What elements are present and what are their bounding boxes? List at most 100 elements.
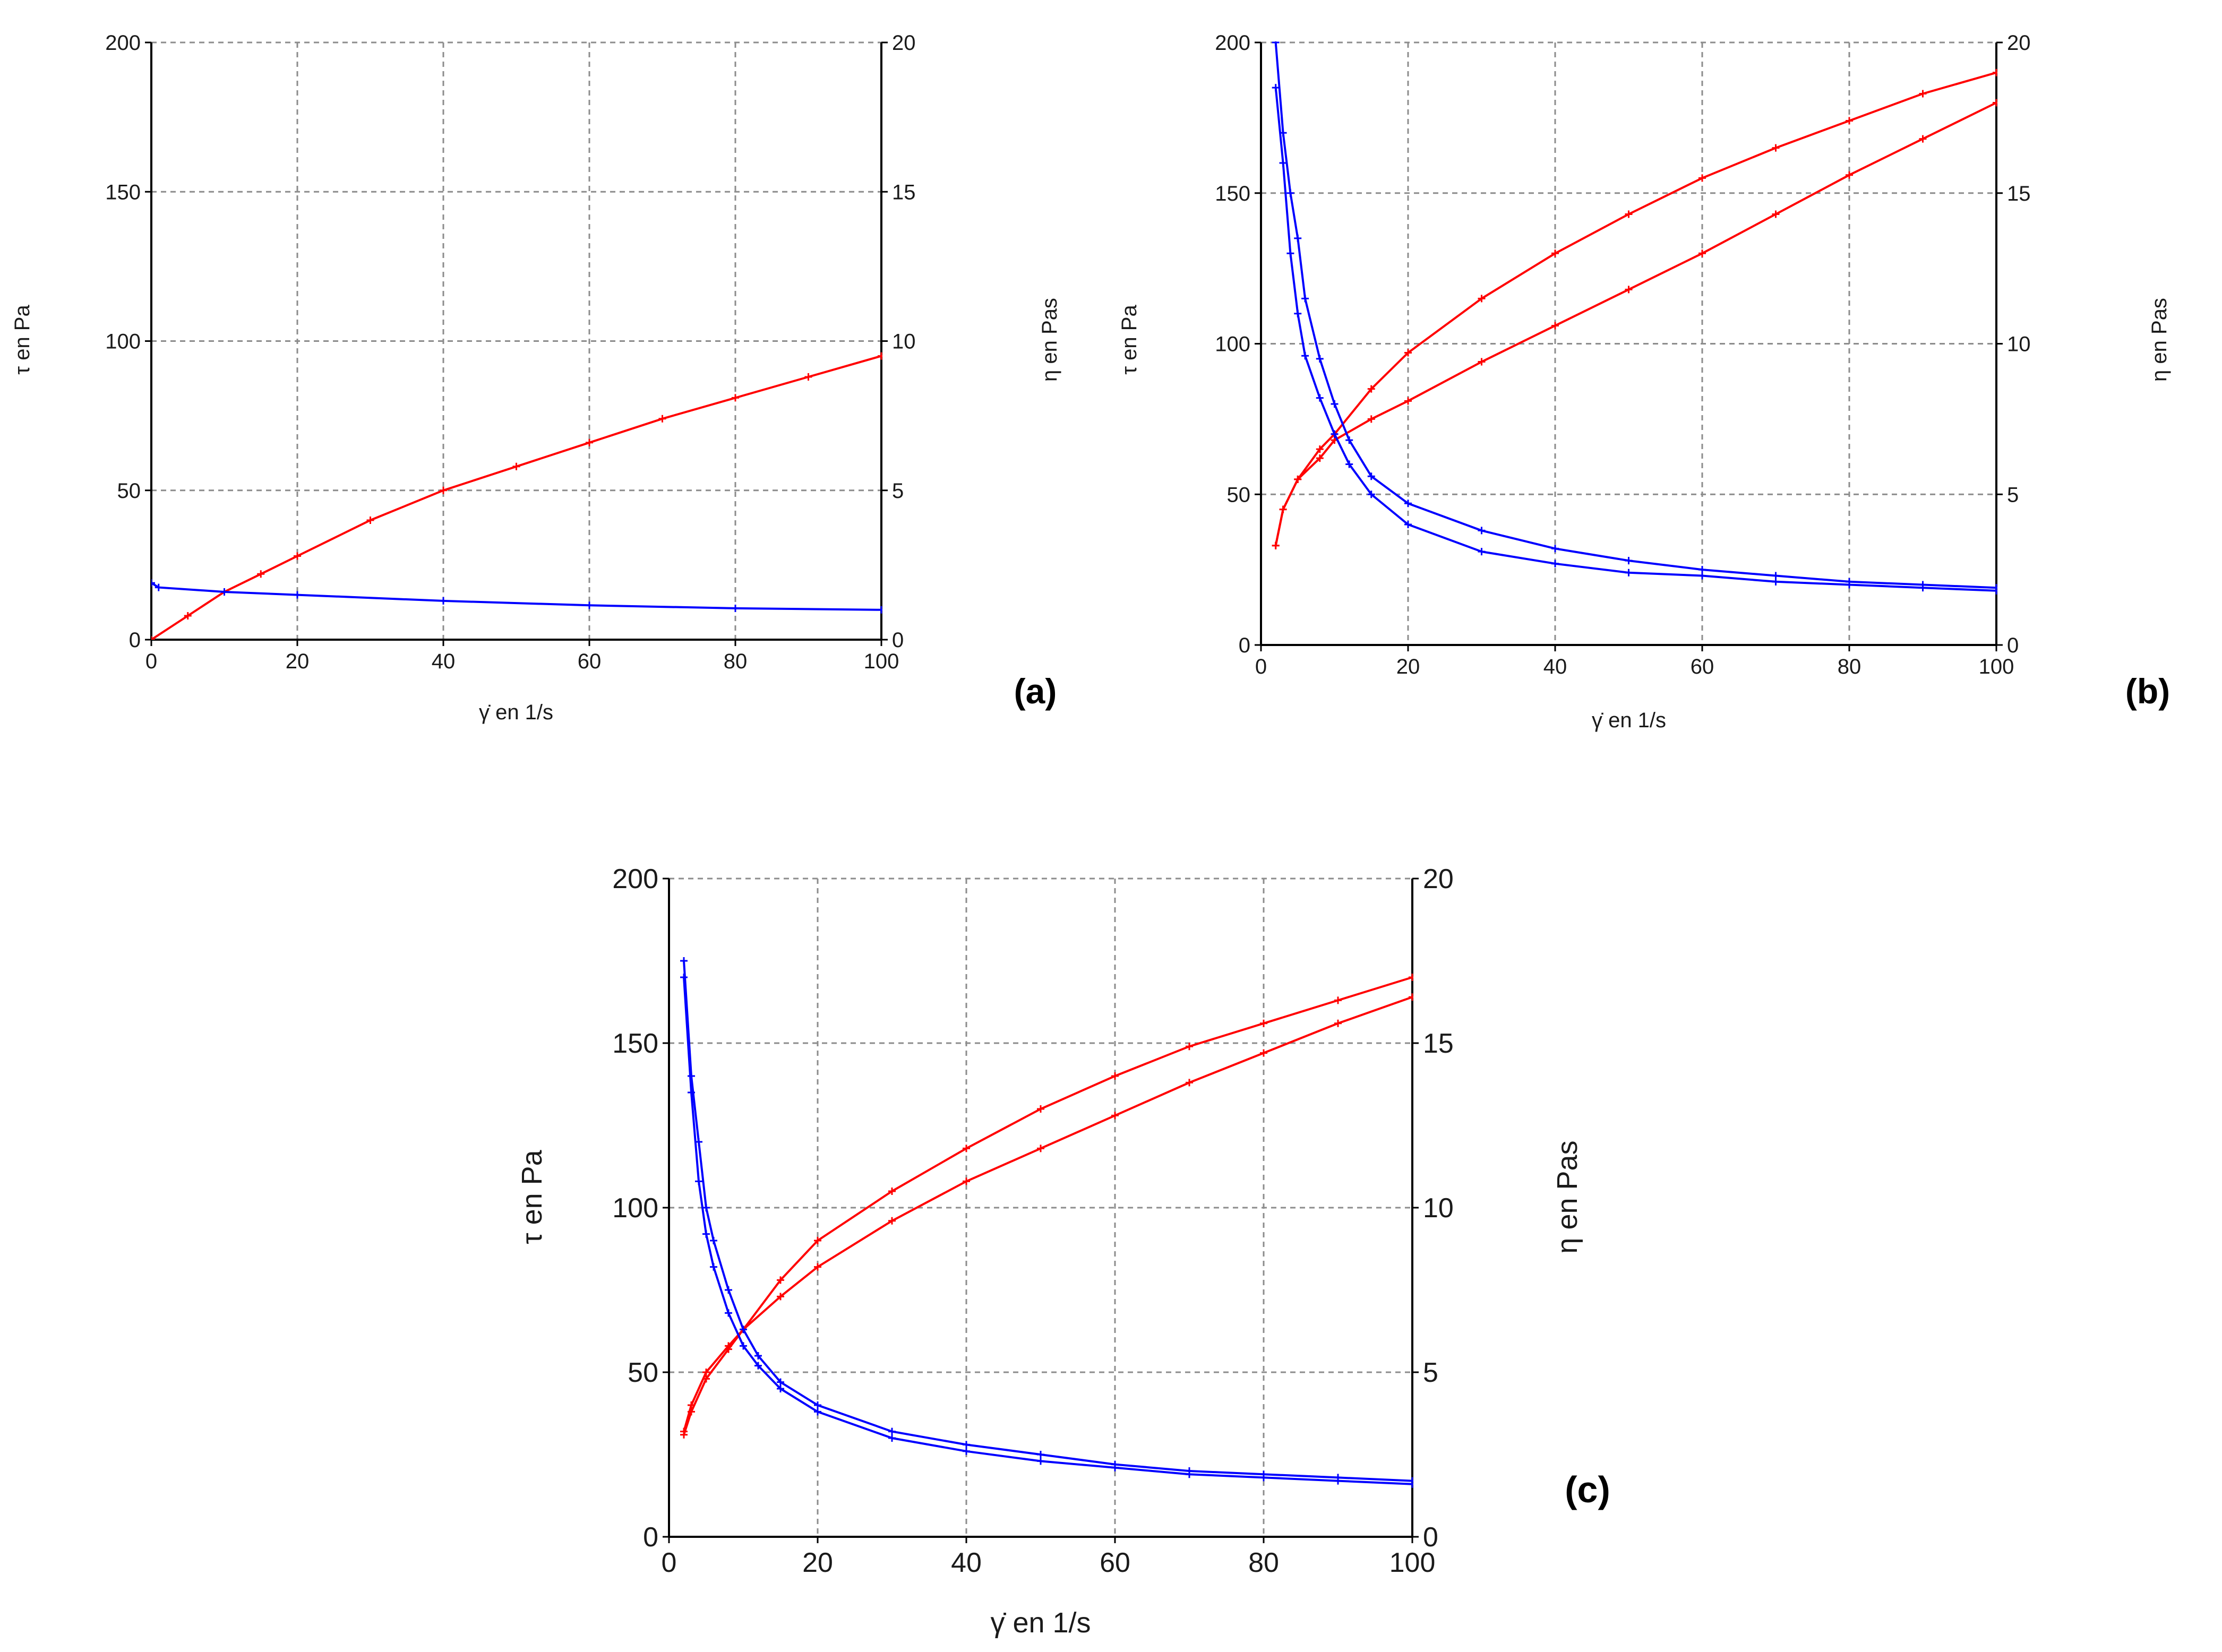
y-left-tick-label: 50: [628, 1357, 658, 1388]
series-point: [680, 974, 688, 981]
series-point: [1345, 460, 1353, 468]
y-left-tick-label: 0: [1239, 634, 1250, 657]
series-point: [440, 486, 447, 494]
series-point: [1294, 475, 1302, 483]
series-point: [1331, 400, 1339, 408]
series-point: [1186, 1470, 1193, 1478]
x-tick-label: 80: [724, 650, 748, 673]
y-axis-left-label: τ en Pa: [11, 305, 34, 375]
x-axis-label: γ̇ en 1/s: [479, 701, 553, 724]
series-line-2: [151, 582, 882, 611]
series-point: [1316, 394, 1324, 402]
series-point: [1272, 541, 1280, 549]
series-point: [1404, 349, 1412, 357]
series-point: [1037, 1145, 1044, 1152]
series-point: [963, 1177, 970, 1185]
series-point: [1698, 572, 1706, 580]
x-tick-label: 100: [1389, 1547, 1436, 1578]
x-axis-label: γ̇ en 1/s: [990, 1607, 1091, 1639]
series-point: [1551, 322, 1559, 330]
series-point: [814, 1401, 821, 1409]
y-left-tick-label: 150: [1215, 182, 1250, 205]
panel-label: (b): [2125, 672, 2170, 711]
series-line-4: [683, 977, 1413, 1485]
y-right-tick-label: 0: [892, 629, 904, 652]
series-point: [1334, 996, 1342, 1004]
series-point: [366, 517, 374, 524]
series-point: [1367, 491, 1375, 498]
series-point: [1037, 1457, 1044, 1465]
y-right-tick-label: 15: [1423, 1028, 1454, 1059]
x-tick-label: 40: [1543, 655, 1567, 678]
series-point: [1111, 1464, 1119, 1472]
series-point: [1993, 68, 1997, 76]
y-left-tick-label: 150: [612, 1028, 658, 1059]
series-point: [1404, 397, 1412, 405]
series-point: [1037, 1105, 1044, 1113]
y-right-tick-label: 5: [892, 479, 904, 503]
y-right-tick-label: 20: [2007, 31, 2031, 55]
series-point: [658, 415, 666, 423]
plot-area: [669, 879, 1412, 1537]
x-tick-label: 100: [864, 650, 899, 673]
series-point: [1551, 560, 1559, 567]
series-point: [1625, 210, 1633, 218]
series-point: [1478, 358, 1486, 366]
series-point: [963, 1145, 970, 1152]
series-point: [740, 1326, 747, 1333]
y-right-tick-label: 20: [892, 31, 916, 55]
y-right-tick-label: 10: [892, 330, 916, 354]
y-left-tick-label: 50: [1227, 483, 1251, 506]
series-point: [294, 552, 301, 560]
series-point: [1478, 527, 1486, 535]
series-point: [695, 1177, 702, 1185]
series-point: [1478, 548, 1486, 556]
y-right-tick-label: 20: [1423, 864, 1454, 894]
series-point: [1286, 249, 1294, 257]
series-point: [1316, 355, 1324, 363]
series-point: [1334, 1477, 1342, 1485]
y-axis-right-label: η en Pas: [2148, 298, 2171, 382]
x-tick-label: 20: [1396, 655, 1420, 678]
series-point: [1316, 454, 1324, 462]
series-point: [1625, 286, 1633, 294]
series-point: [888, 1188, 896, 1195]
series-point: [1367, 415, 1375, 423]
series-point: [440, 597, 447, 605]
y-left-tick-label: 0: [643, 1522, 658, 1553]
series-point: [1334, 1019, 1342, 1027]
panel-label: (c): [1565, 1469, 1610, 1510]
series-point: [1993, 99, 1997, 107]
series-point: [725, 1309, 732, 1317]
series-point: [1279, 159, 1287, 167]
series-point: [814, 1408, 821, 1416]
series-point: [688, 1408, 695, 1416]
x-tick-label: 40: [432, 650, 456, 673]
y-axis-left-label: τ en Pa: [516, 1149, 548, 1244]
x-tick-label: 100: [1979, 655, 2014, 678]
series-point: [702, 1204, 710, 1211]
series-point: [1331, 430, 1339, 438]
series-point: [1294, 234, 1302, 242]
series-point: [710, 1237, 717, 1244]
series-point: [963, 1447, 970, 1455]
series-point: [1260, 1049, 1267, 1057]
x-tick-label: 80: [1248, 1547, 1279, 1578]
series-point: [1993, 587, 1997, 595]
series-point: [1037, 1451, 1044, 1458]
series-point: [1186, 1043, 1193, 1051]
series-point: [1404, 500, 1412, 507]
series-point: [1846, 171, 1853, 179]
series-point: [257, 570, 265, 578]
series-point: [1294, 309, 1302, 317]
series-point: [1345, 436, 1353, 444]
x-tick-label: 60: [1100, 1547, 1130, 1578]
series-point: [1551, 249, 1559, 257]
series-point: [725, 1345, 732, 1353]
series-point: [1279, 505, 1287, 513]
series-line-3: [683, 960, 1413, 1482]
